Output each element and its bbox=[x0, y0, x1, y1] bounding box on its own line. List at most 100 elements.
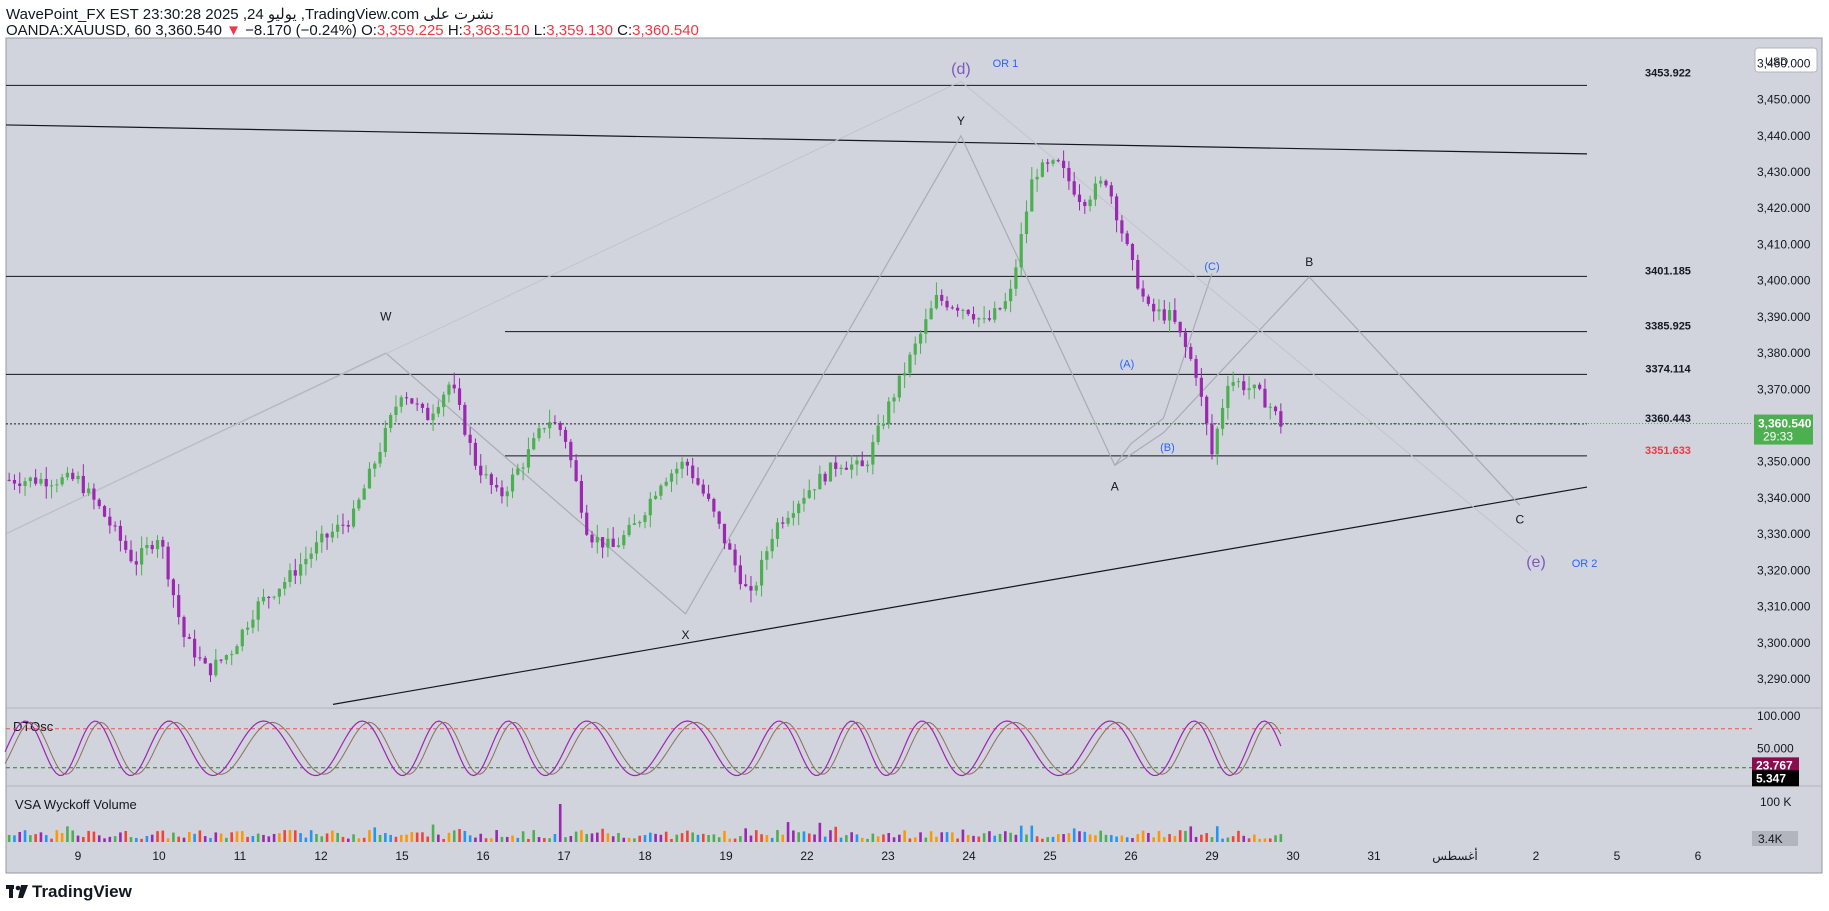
volume-bar bbox=[119, 832, 122, 842]
candle-body bbox=[1030, 179, 1034, 212]
volume-bar bbox=[129, 837, 133, 842]
symbol-label[interactable]: OANDA:XAUUSD, 60 bbox=[6, 22, 152, 39]
candle-body bbox=[219, 659, 223, 661]
currency-button[interactable] bbox=[1754, 47, 1818, 73]
volume-bar bbox=[1268, 838, 1272, 842]
footer-brand[interactable]: TradingView bbox=[6, 882, 132, 902]
volume-bar bbox=[765, 835, 769, 842]
candle-body bbox=[1046, 162, 1050, 164]
candle-body bbox=[929, 308, 933, 320]
volume-bar bbox=[707, 834, 710, 842]
volume-bar bbox=[452, 830, 456, 842]
wave-label-or1: OR 1 bbox=[993, 58, 1019, 70]
volume-bar bbox=[1004, 831, 1007, 842]
volume-bar bbox=[802, 831, 806, 842]
candle-body bbox=[1263, 388, 1267, 408]
wave-path-minor[interactable] bbox=[1114, 273, 1213, 466]
volume-bar bbox=[1247, 838, 1251, 842]
candle-body bbox=[261, 596, 266, 602]
candle-body bbox=[49, 485, 54, 487]
candle-body bbox=[447, 384, 451, 395]
candle-body bbox=[733, 549, 737, 566]
candle-body bbox=[1226, 385, 1230, 408]
candle-body bbox=[1152, 303, 1156, 312]
y-tick-label: 3,380.000 bbox=[1757, 346, 1811, 360]
volume-bar bbox=[415, 832, 419, 842]
candle-body bbox=[1242, 381, 1246, 391]
volume-bar bbox=[638, 835, 642, 842]
y-tick-label: 3,440.000 bbox=[1757, 129, 1811, 143]
candle-body bbox=[1125, 233, 1129, 245]
candle-body bbox=[1268, 406, 1272, 408]
volume-bar bbox=[527, 838, 530, 842]
candle-body bbox=[897, 375, 901, 398]
volume-bar bbox=[1205, 833, 1208, 842]
candle-body bbox=[389, 414, 393, 429]
candle-body bbox=[60, 477, 64, 485]
volume-bar bbox=[1189, 826, 1193, 842]
y-tick-label: 3,410.000 bbox=[1757, 237, 1811, 251]
volume-bar bbox=[193, 833, 196, 842]
candle-body bbox=[1279, 411, 1283, 427]
volume-bar bbox=[860, 837, 864, 842]
wave-path-main[interactable] bbox=[4, 134, 1521, 615]
wave-path-triangle[interactable] bbox=[4, 80, 1529, 553]
candle-body bbox=[34, 477, 38, 484]
candle-body bbox=[1077, 194, 1082, 202]
volume-bar bbox=[807, 833, 811, 842]
candle-body bbox=[410, 398, 414, 404]
volume-bar bbox=[135, 837, 138, 842]
volume-bar bbox=[251, 835, 255, 842]
volume-bar bbox=[988, 831, 991, 842]
candle-body bbox=[627, 524, 631, 536]
trendline-upper[interactable] bbox=[5, 124, 1588, 155]
y-tick-label: 3,430.000 bbox=[1757, 165, 1811, 179]
volume-bar bbox=[712, 834, 716, 842]
x-tick-label: 23 bbox=[881, 849, 895, 863]
trendline-lower[interactable] bbox=[332, 486, 1588, 705]
wave-label-w: W bbox=[380, 309, 392, 323]
high-label: H: bbox=[447, 22, 463, 39]
volume-bar bbox=[532, 830, 536, 842]
volume-bar bbox=[235, 831, 239, 842]
volume-bar bbox=[293, 830, 297, 842]
volume-bar bbox=[993, 835, 997, 842]
price-tag-countdown: 29:33 bbox=[1763, 430, 1793, 444]
volume-bar bbox=[622, 837, 626, 842]
candle-body bbox=[834, 462, 838, 469]
price-tag[interactable] bbox=[1754, 414, 1813, 445]
candle-body bbox=[1035, 176, 1039, 180]
volume-bar bbox=[1025, 834, 1028, 842]
candle-body bbox=[245, 627, 250, 630]
volume-bar bbox=[935, 836, 938, 842]
candle-body bbox=[1040, 162, 1045, 177]
candle-body bbox=[945, 300, 949, 308]
candle-body bbox=[611, 538, 615, 547]
volume-bar bbox=[320, 836, 324, 842]
volume-bar bbox=[209, 837, 212, 842]
volume-bar bbox=[845, 835, 848, 842]
candle-body bbox=[87, 488, 91, 494]
candle-body bbox=[1109, 185, 1113, 197]
x-tick-label: 31 bbox=[1367, 849, 1381, 863]
candle-body bbox=[685, 461, 689, 466]
volume-bar bbox=[797, 832, 800, 842]
candle-body bbox=[903, 372, 907, 376]
volume-bar bbox=[850, 832, 853, 842]
candle-body bbox=[113, 525, 117, 527]
candle-body bbox=[140, 548, 144, 565]
candle-body bbox=[775, 522, 780, 539]
candle-body bbox=[653, 495, 658, 499]
volume-bar bbox=[331, 830, 334, 842]
volume-bar bbox=[421, 832, 424, 842]
candle-body bbox=[479, 465, 483, 476]
volume-bar bbox=[463, 830, 467, 842]
volume-bar bbox=[654, 833, 657, 842]
volume-bar bbox=[140, 838, 143, 842]
wave-label-c: C bbox=[1515, 512, 1524, 526]
candle-body bbox=[304, 558, 308, 565]
volume-bar bbox=[1035, 836, 1039, 842]
volume-bar bbox=[1173, 835, 1177, 842]
volume-bar bbox=[39, 832, 43, 842]
